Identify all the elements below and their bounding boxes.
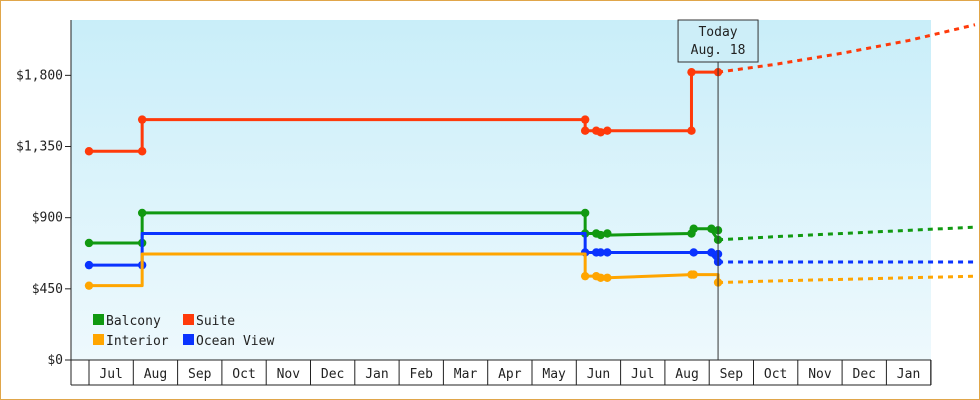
x-tick-label: Nov [277, 367, 301, 382]
data-point-ocean-view[interactable] [707, 248, 716, 257]
data-point-interior[interactable] [84, 281, 94, 290]
data-point-balcony[interactable] [596, 230, 605, 240]
today-callout-date: Aug. 18 [691, 43, 746, 58]
y-tick-label: $900 [32, 211, 63, 226]
x-tick-label: Jul [631, 367, 654, 382]
legend-swatch [93, 334, 104, 345]
data-point-suite[interactable] [603, 126, 612, 135]
data-point-ocean-view[interactable] [596, 248, 605, 257]
data-point-ocean-view[interactable] [84, 260, 94, 270]
legend-swatch [93, 314, 104, 325]
data-point-balcony[interactable] [707, 224, 716, 233]
data-point-interior[interactable] [689, 270, 698, 279]
data-point-suite[interactable] [580, 126, 590, 135]
x-tick-label: Sep [720, 367, 744, 382]
x-tick-label: Jul [99, 367, 122, 382]
legend-label: Suite [196, 314, 235, 329]
legend-label: Ocean View [196, 334, 274, 349]
legend-label: Balcony [106, 314, 161, 329]
y-axis: $0 $450 $900 $1,350 $1,800 [16, 20, 72, 385]
x-tick-label: Jan [897, 367, 920, 382]
forecast-line-interior [718, 274, 976, 285]
data-point-balcony[interactable] [689, 224, 698, 233]
y-tick-label: $0 [47, 353, 63, 368]
data-point-balcony[interactable] [603, 229, 612, 238]
data-point-interior[interactable] [580, 271, 590, 281]
x-tick-label: Dec [853, 367, 876, 382]
plot-area [71, 20, 931, 360]
x-tick-label: Oct [764, 367, 787, 382]
x-tick-label: Dec [321, 367, 344, 382]
x-tick-label: Sep [188, 367, 212, 382]
x-tick-label: Jun [587, 367, 610, 382]
data-point-balcony[interactable] [580, 208, 590, 218]
x-tick-label: Aug [675, 367, 698, 382]
data-point-suite[interactable] [137, 147, 147, 156]
legend: Balcony Suite Interior Ocean View [93, 314, 274, 349]
data-point-suite[interactable] [596, 128, 605, 137]
x-tick-label: Feb [410, 367, 434, 382]
data-point-ocean-view[interactable] [603, 248, 612, 257]
data-point-ocean-view[interactable] [689, 248, 698, 257]
legend-label: Interior [106, 334, 169, 349]
data-point-suite[interactable] [84, 147, 94, 156]
y-tick-label: $450 [32, 282, 63, 297]
data-point-interior[interactable] [596, 273, 605, 282]
data-point-suite[interactable] [687, 67, 696, 77]
data-point-balcony[interactable] [137, 208, 147, 218]
x-tick-label: Apr [498, 367, 522, 382]
data-point-suite[interactable] [580, 115, 590, 124]
data-point-interior[interactable] [603, 273, 612, 282]
forecast-line-balcony [717, 225, 976, 242]
legend-swatch [183, 334, 194, 345]
x-tick-label: Mar [454, 367, 478, 382]
data-point-balcony[interactable] [84, 238, 94, 248]
x-tick-label: Oct [232, 367, 255, 382]
y-tick-label: $1,350 [16, 140, 63, 155]
data-point-suite[interactable] [687, 126, 696, 135]
today-callout-label: Today [698, 25, 737, 40]
today-marker: Today Aug. 18 [677, 19, 759, 360]
x-tick-label: Jan [365, 367, 388, 382]
x-tick-label: May [542, 367, 566, 382]
x-tick-label: Nov [808, 367, 832, 382]
x-axis: Jul Aug Sep Oct Nov Dec Jan Feb Mar Apr May Jun Jul A… [71, 359, 932, 386]
x-tick-label: Aug [144, 367, 167, 382]
legend-swatch [183, 314, 194, 325]
data-point-suite[interactable] [137, 115, 147, 124]
y-tick-label: $1,800 [16, 68, 63, 83]
today-callout-box [677, 19, 759, 63]
